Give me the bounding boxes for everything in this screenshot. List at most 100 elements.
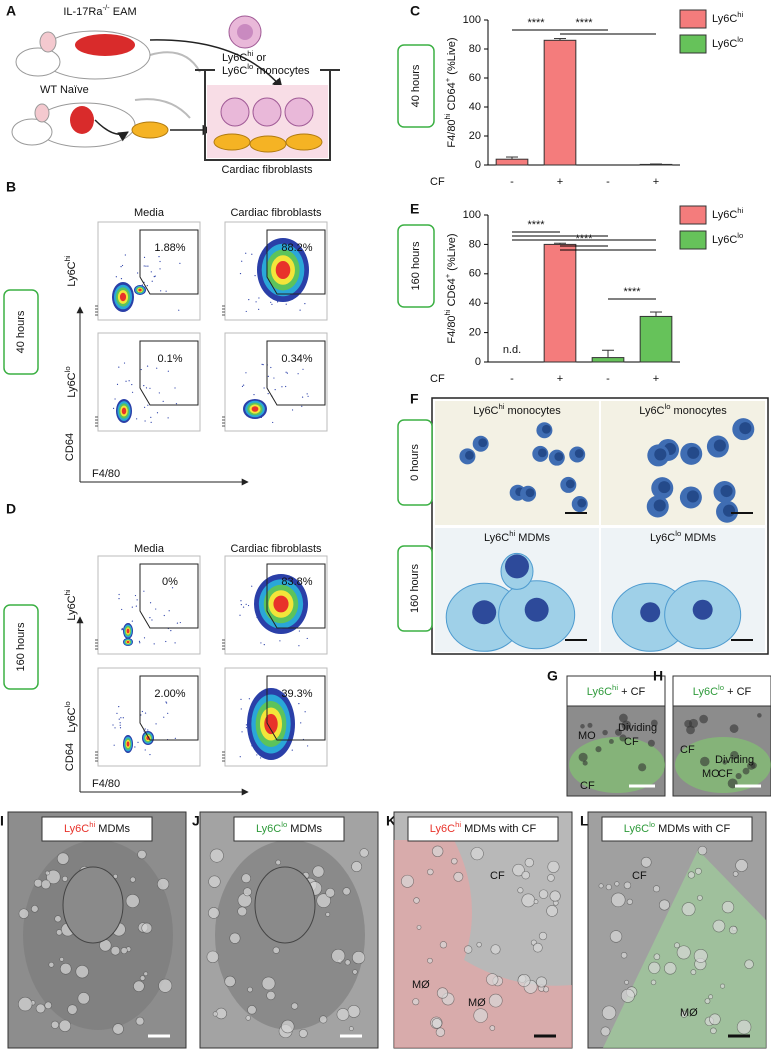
- vacuole: [77, 992, 90, 1005]
- nucleus: [713, 439, 726, 452]
- x-tick-label: +: [653, 176, 659, 188]
- vacuole: [67, 1004, 78, 1015]
- micrograph-title-part: hi: [509, 529, 515, 538]
- legend-label-part: Ly6C: [712, 234, 737, 246]
- event-dot: [156, 412, 159, 414]
- event-dot: [163, 716, 165, 718]
- vacuole: [242, 887, 252, 897]
- event-dot: [260, 757, 262, 759]
- event-dot: [139, 642, 141, 644]
- micrograph-title-part: Ly6C: [473, 405, 498, 417]
- vacuole: [336, 1008, 350, 1021]
- event-dot: [307, 745, 309, 747]
- mouse-label: IL-17Ra-/- EAM: [63, 3, 136, 18]
- x-axis-label: CF: [430, 176, 445, 188]
- cell: [578, 752, 588, 762]
- x-tick-label: +: [653, 373, 659, 385]
- nucleus: [554, 452, 564, 462]
- event-dot: [168, 610, 170, 612]
- density: [138, 288, 142, 292]
- cell-label-part: hi: [247, 49, 253, 58]
- density: [126, 640, 130, 644]
- event-dot: [239, 272, 242, 275]
- vacuole: [120, 947, 128, 955]
- y-axis-label-part: hi: [443, 113, 452, 119]
- vacuole: [208, 875, 221, 888]
- vacuole: [547, 874, 555, 882]
- vacuole: [486, 973, 499, 986]
- axis-label: CD64: [64, 433, 76, 461]
- event-dot: [261, 363, 263, 365]
- column-header: Media: [134, 543, 165, 555]
- vacuole: [427, 957, 433, 964]
- panel-label: G: [547, 668, 558, 684]
- panel-label: D: [6, 501, 16, 517]
- event-dot: [300, 722, 302, 724]
- event-dot: [165, 640, 167, 643]
- vacuole: [352, 951, 366, 965]
- legend-label-part: Ly6C: [712, 13, 737, 25]
- event-dot: [240, 708, 242, 710]
- vacuole: [598, 883, 604, 889]
- vacuole: [538, 931, 548, 941]
- vacuole: [245, 1015, 251, 1021]
- event-dot: [174, 387, 176, 389]
- event-dot: [137, 741, 139, 743]
- y-tick-label: 80: [469, 238, 481, 250]
- event-dot: [159, 260, 161, 263]
- y-tick-label: 20: [469, 130, 481, 142]
- micrograph-title: Ly6Chi monocytes: [473, 402, 561, 417]
- cell: [747, 761, 756, 770]
- event-dot: [162, 400, 164, 402]
- micrograph-title-part: MDMs: [681, 532, 716, 544]
- cell: [619, 734, 627, 742]
- gate: [266, 563, 326, 629]
- event-dot: [141, 710, 143, 713]
- row-label-part: Ly6C: [66, 595, 78, 620]
- cell: [700, 756, 710, 767]
- vacuole: [237, 906, 248, 917]
- event-dot: [270, 301, 272, 303]
- vacuole: [224, 975, 236, 988]
- event-dot: [240, 698, 242, 700]
- cell: [699, 714, 709, 724]
- y-tick-label: 100: [463, 14, 481, 26]
- legend-swatch: [679, 9, 707, 29]
- vacuole: [18, 908, 30, 919]
- nucleus: [254, 866, 316, 944]
- event-dot: [136, 418, 138, 420]
- vacuole: [653, 953, 661, 960]
- event-dot: [114, 727, 116, 729]
- event-dot: [276, 301, 279, 303]
- event-dot: [267, 375, 269, 377]
- event-dot: [118, 706, 120, 708]
- vacuole: [620, 952, 628, 959]
- vacuole: [521, 893, 536, 908]
- event-dot: [143, 385, 145, 387]
- cell: [602, 729, 608, 736]
- event-dot: [286, 372, 288, 374]
- mouse-label-part: EAM: [110, 6, 137, 18]
- vacuole: [129, 876, 136, 883]
- vacuole: [524, 858, 534, 868]
- vacuole: [658, 899, 670, 911]
- vacuole: [241, 873, 252, 884]
- event-dot: [251, 253, 253, 255]
- event-dot: [155, 608, 157, 610]
- nucleus: [542, 424, 551, 434]
- row-label-part: Ly6C: [66, 372, 78, 397]
- density: [273, 595, 289, 613]
- panel-label: K: [386, 813, 396, 829]
- vacuole: [412, 998, 420, 1006]
- vacuole: [75, 964, 89, 979]
- micrograph-title-part: monocytes: [505, 405, 562, 417]
- event-dot: [120, 717, 122, 719]
- plot-frame: [97, 221, 201, 321]
- vacuole: [473, 1008, 488, 1023]
- y-axis-label-part: CD64: [446, 278, 458, 309]
- density: [126, 741, 130, 747]
- event-dot: [119, 724, 121, 726]
- event-dot: [150, 416, 152, 418]
- arrow: [94, 119, 129, 142]
- vacuole: [512, 863, 525, 877]
